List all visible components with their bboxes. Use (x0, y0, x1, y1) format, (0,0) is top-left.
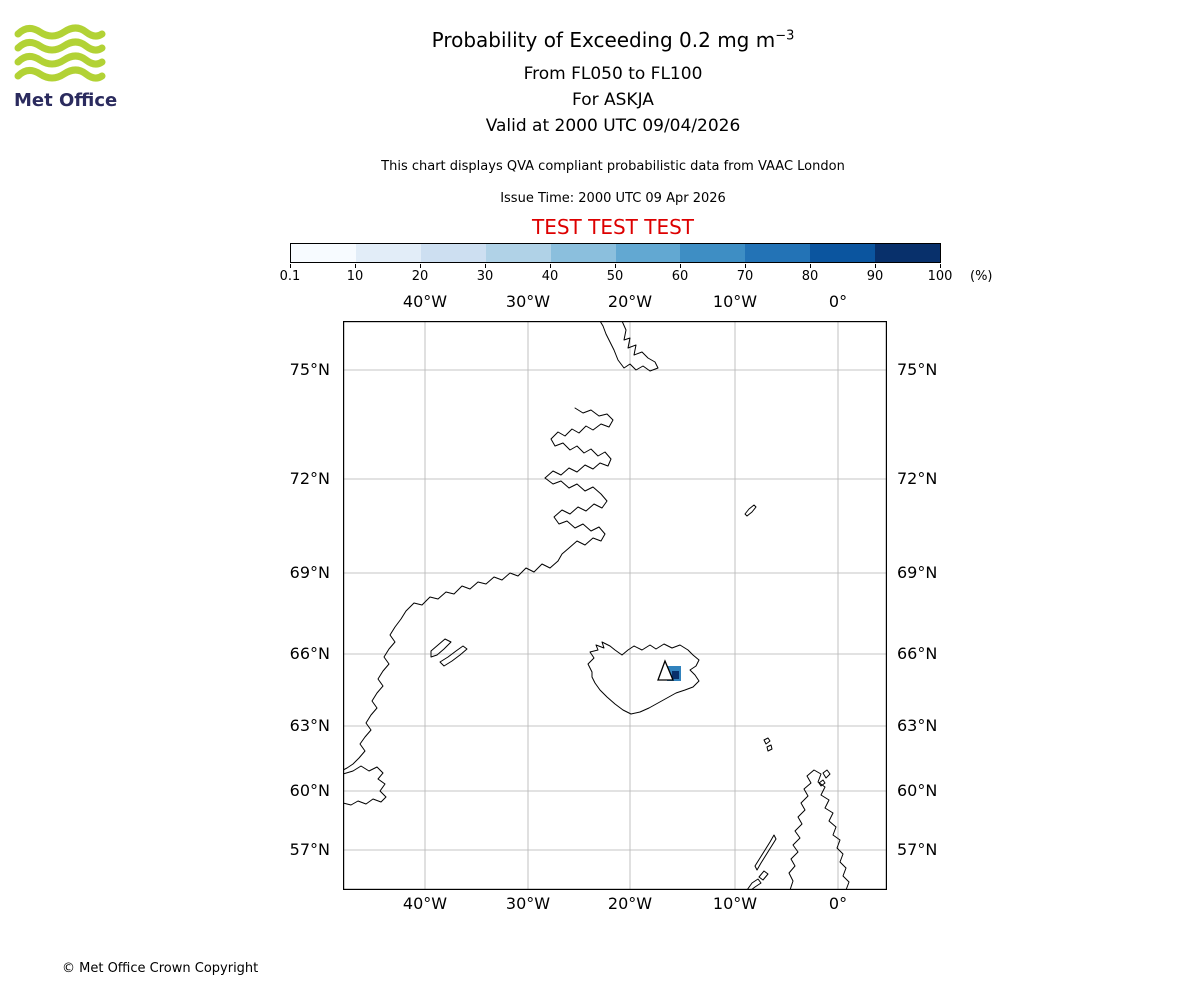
lon-label-bottom: 20°W (607, 894, 653, 913)
coastline-greenland-fjords-upper (544, 407, 614, 479)
coastline-greenland-island (439, 645, 468, 667)
map-border (343, 321, 887, 890)
subtitle-flight-levels: From FL050 to FL100 (523, 64, 703, 84)
test-banner: TEST TEST TEST (531, 215, 694, 239)
colorbar-gradient (290, 243, 941, 263)
colorbar-tick (420, 264, 421, 268)
colorbar-segment (485, 244, 551, 262)
coastline-faroe-islands (763, 737, 771, 745)
colorbar-tick (290, 264, 291, 268)
lat-label-left: 57°N (289, 840, 330, 859)
lon-label-top: 0° (828, 292, 848, 311)
lat-label-left: 72°N (289, 469, 330, 488)
colorbar-segment (291, 244, 356, 262)
colorbar-tick-label: 90 (866, 269, 884, 284)
colorbar-tick-label: 100 (927, 269, 953, 284)
issue-time: Issue Time: 2000 UTC 09 Apr 2026 (500, 191, 726, 206)
colorbar-segment (810, 244, 876, 262)
colorbar-segment (615, 244, 681, 262)
colorbar-tick-label: 20 (411, 269, 429, 284)
lon-label-top: 20°W (607, 292, 653, 311)
coastline-orkney (818, 779, 826, 787)
colorbar-tick (485, 264, 486, 268)
coastline-greenland-fjords-lower (544, 477, 608, 562)
map-gridlines (343, 321, 887, 890)
coastline-faroe-islands (766, 744, 773, 752)
lon-label-bottom: 0° (828, 894, 848, 913)
colorbar-tick-label: 30 (476, 269, 494, 284)
colorbar-tick (875, 264, 876, 268)
lat-label-right: 57°N (897, 840, 938, 859)
colorbar-unit-label: (%) (970, 269, 993, 284)
colorbar-tick-label: 80 (801, 269, 819, 284)
coastline-jan-mayen (744, 504, 757, 517)
coastline-greenland-island (430, 638, 452, 658)
page-title: Probability of Exceeding 0.2 mg m−3 (13, 28, 1200, 52)
page-title-main: Probability of Exceeding 0.2 mg m (431, 28, 776, 52)
logo-wave (14, 66, 106, 82)
coastline-greenland-main (343, 560, 559, 771)
coastline-greenland-peninsula (599, 321, 659, 372)
colorbar-tick-label: 60 (671, 269, 689, 284)
lat-label-right: 66°N (897, 644, 938, 663)
probability-region-core (672, 671, 679, 679)
logo-wave (14, 52, 106, 68)
lon-label-bottom: 10°W (712, 894, 758, 913)
met-office-logo: Met Office (14, 22, 117, 111)
lat-label-left: 66°N (289, 644, 330, 663)
page-title-superscript: −3 (775, 28, 795, 44)
coastline-outer-hebrides (754, 834, 777, 871)
colorbar-tick (745, 264, 746, 268)
colorbar-segment (355, 244, 421, 262)
colorbar-ticks (290, 264, 942, 269)
logo-wave (14, 38, 106, 54)
logo-wave (14, 24, 106, 40)
colorbar-tick (940, 264, 941, 268)
subtitle-volcano: For ASKJA (572, 90, 654, 110)
coastline-outer-hebrides (758, 870, 769, 881)
colorbar-tick-label: 40 (541, 269, 559, 284)
lon-label-bottom: 40°W (402, 894, 448, 913)
met-office-logo-text: Met Office (14, 90, 118, 111)
lon-label-top: 30°W (505, 292, 551, 311)
colorbar-segment (550, 244, 616, 262)
lat-label-left: 63°N (289, 716, 330, 735)
lat-label-left: 75°N (289, 360, 330, 379)
lon-label-bottom: 30°W (505, 894, 551, 913)
colorbar-segment (420, 244, 486, 262)
lat-label-right: 69°N (897, 563, 938, 582)
colorbar-tick-label: 50 (606, 269, 624, 284)
map-canvas (343, 321, 887, 890)
lat-label-right: 75°N (897, 360, 938, 379)
lat-label-right: 63°N (897, 716, 938, 735)
coastline-scotland (788, 769, 850, 890)
copyright-notice: © Met Office Crown Copyright (62, 961, 259, 976)
colorbar-segment (680, 244, 746, 262)
lon-label-top: 10°W (712, 292, 758, 311)
colorbar-segment (745, 244, 811, 262)
colorbar-tick (615, 264, 616, 268)
met-office-logo-waves (14, 24, 106, 82)
subtitle-valid-time: Valid at 2000 UTC 09/04/2026 (485, 116, 741, 136)
lat-label-right: 72°N (897, 469, 938, 488)
colorbar-tick (355, 264, 356, 268)
coastline-shetland (822, 769, 831, 779)
coastline-greenland-southwest (343, 765, 387, 806)
colorbar-tick (550, 264, 551, 268)
lon-label-top: 40°W (402, 292, 448, 311)
colorbar-tick-label: 0.1 (279, 269, 301, 284)
lat-label-left: 60°N (289, 781, 330, 800)
coastline-iceland (587, 641, 700, 715)
colorbar-tick-label: 10 (346, 269, 364, 284)
colorbar-tick (810, 264, 811, 268)
colorbar-segment (875, 244, 941, 262)
qva-note: This chart displays QVA compliant probab… (381, 159, 845, 174)
coastline-hebrides-south (746, 878, 762, 890)
colorbar-tick (680, 264, 681, 268)
lat-label-right: 60°N (897, 781, 938, 800)
lat-label-left: 69°N (289, 563, 330, 582)
volcano-marker-icon (657, 659, 674, 681)
colorbar-tick-label: 70 (736, 269, 754, 284)
